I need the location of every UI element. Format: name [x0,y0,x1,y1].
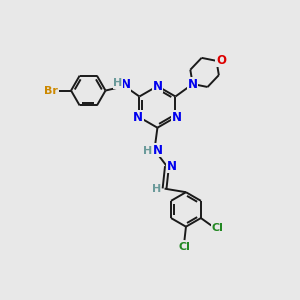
Text: H: H [113,78,123,88]
Text: Br: Br [44,85,58,96]
Text: N: N [188,77,198,91]
Text: N: N [133,111,143,124]
Text: H: H [143,146,152,157]
Text: H: H [152,184,161,194]
Text: Cl: Cl [178,242,190,252]
Text: O: O [216,54,226,67]
Text: N: N [167,160,177,173]
Text: N: N [152,80,162,93]
Text: N: N [172,111,182,124]
Text: N: N [121,78,131,92]
Text: Cl: Cl [211,223,223,232]
Text: N: N [153,143,163,157]
